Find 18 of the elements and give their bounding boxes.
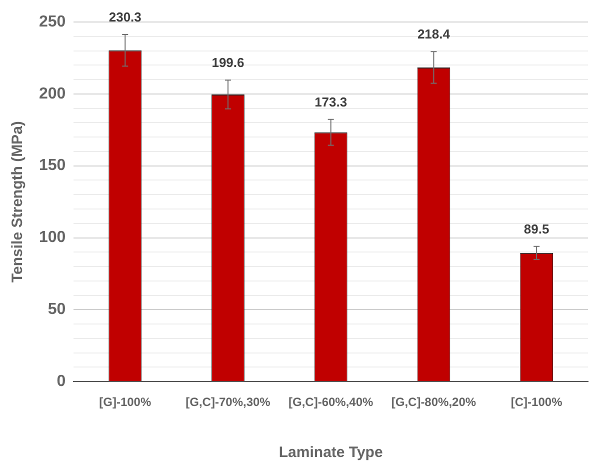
x-tick-label: [G,C]-80%,20% [391,395,476,410]
y-tick-label: 200 [38,85,66,102]
x-tick-label: [G]-100% [99,395,152,410]
x-tick-label: [G,C]-60%,40% [288,395,374,410]
y-axis-title: Tensile Strength (MPa) [9,121,26,283]
x-axis-title: Laminate Type [278,444,383,462]
data-label: 230.3 [108,10,142,25]
data-label: 218.4 [417,26,451,42]
x-tick-label: [C]-100% [510,395,563,410]
y-tick-label: 150 [38,157,66,174]
y-tick-label: 50 [48,301,66,318]
data-label: 199.6 [212,55,244,70]
x-tick-label: [G,C]-70%,30% [186,395,271,410]
data-label: 173.3 [314,94,348,110]
y-tick-label: 0 [56,373,66,390]
y-tick-label: 250 [38,13,66,30]
y-tick-label: 100 [38,229,66,246]
data-label: 89.5 [524,221,550,236]
